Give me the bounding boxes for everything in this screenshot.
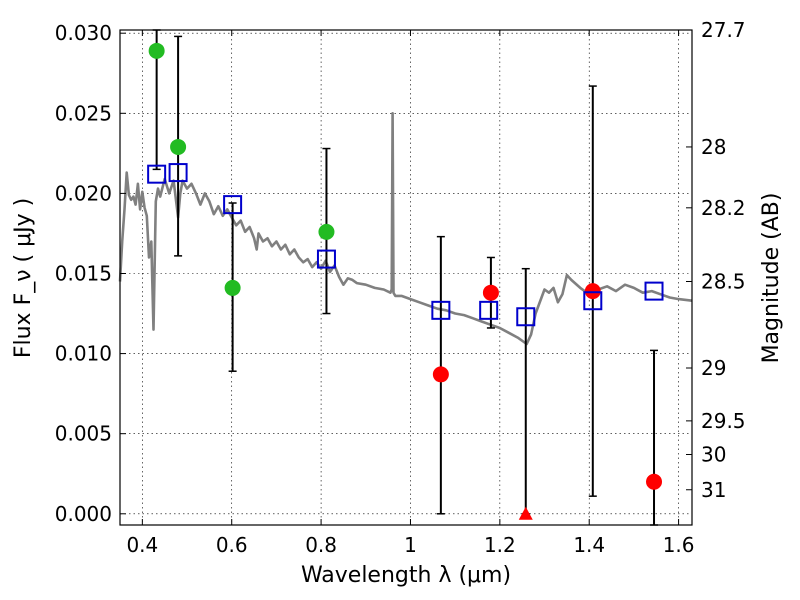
y-tick-label: 0.015 <box>55 261 112 285</box>
x-tick-label: 1 <box>404 533 417 557</box>
y2-tick-label: 31 <box>701 478 726 502</box>
x-tick-label: 0.8 <box>305 533 337 557</box>
blue-square-marker <box>516 307 536 327</box>
green-data-point <box>318 223 335 240</box>
x-tick-label: 1.2 <box>484 533 516 557</box>
x-tick-label: 1.4 <box>573 533 605 557</box>
x-axis-label: Wavelength λ (μm) <box>301 563 511 588</box>
blue-square-marker <box>479 300 499 320</box>
errorbar-layer <box>152 29 659 526</box>
marker-layer <box>147 42 664 520</box>
red-data-point <box>646 473 663 490</box>
red-upper-limit-marker <box>518 506 533 520</box>
green-data-point <box>148 42 165 59</box>
y-tick-label: 0.020 <box>55 181 112 205</box>
blue-square-marker <box>168 163 188 183</box>
x-tick-label: 0.6 <box>216 533 248 557</box>
red-data-point <box>432 366 449 383</box>
y-tick-label: 0.005 <box>55 422 112 446</box>
y2-tick-label: 29 <box>701 356 726 380</box>
green-data-point <box>170 138 187 155</box>
blue-square-marker <box>316 249 336 269</box>
y-tick-label: 0.025 <box>55 101 112 125</box>
y2-tick-label: 30 <box>701 443 726 467</box>
blue-square-marker <box>644 281 664 301</box>
y2-axis-label: Magnitude (AB) <box>759 193 784 364</box>
green-data-point <box>224 279 241 296</box>
x-tick-label: 0.4 <box>126 533 158 557</box>
y2-tick-label: 28.2 <box>701 196 746 220</box>
blue-square-marker <box>583 291 603 311</box>
x-tick-label: 1.6 <box>663 533 695 557</box>
blue-square-marker <box>147 164 167 184</box>
red-data-point <box>482 284 499 301</box>
y-axis-label: Flux F_ν ( μJy ) <box>11 198 36 358</box>
y2-tick-label: 28 <box>701 135 726 159</box>
y2-tick-label: 28.5 <box>701 270 746 294</box>
y-tick-label: 0.000 <box>55 502 112 526</box>
model-spectrum-layer <box>118 112 693 346</box>
red-data-point <box>584 283 601 300</box>
grid <box>120 30 692 525</box>
y2-tick-label: 29.5 <box>701 409 746 433</box>
plot-frame <box>119 29 693 526</box>
model-spectrum-line <box>118 112 693 346</box>
blue-square-marker <box>431 300 451 320</box>
ticks: 0.4 0.6 0.8 1 1.2 1.4 1.6 0.000 0.005 0.010 0.015 0… <box>55 18 746 557</box>
blue-square-marker <box>223 195 243 215</box>
y-tick-label: 0.030 <box>55 21 112 45</box>
y2-tick-label: 27.7 <box>701 18 746 42</box>
y-tick-label: 0.010 <box>55 342 112 366</box>
